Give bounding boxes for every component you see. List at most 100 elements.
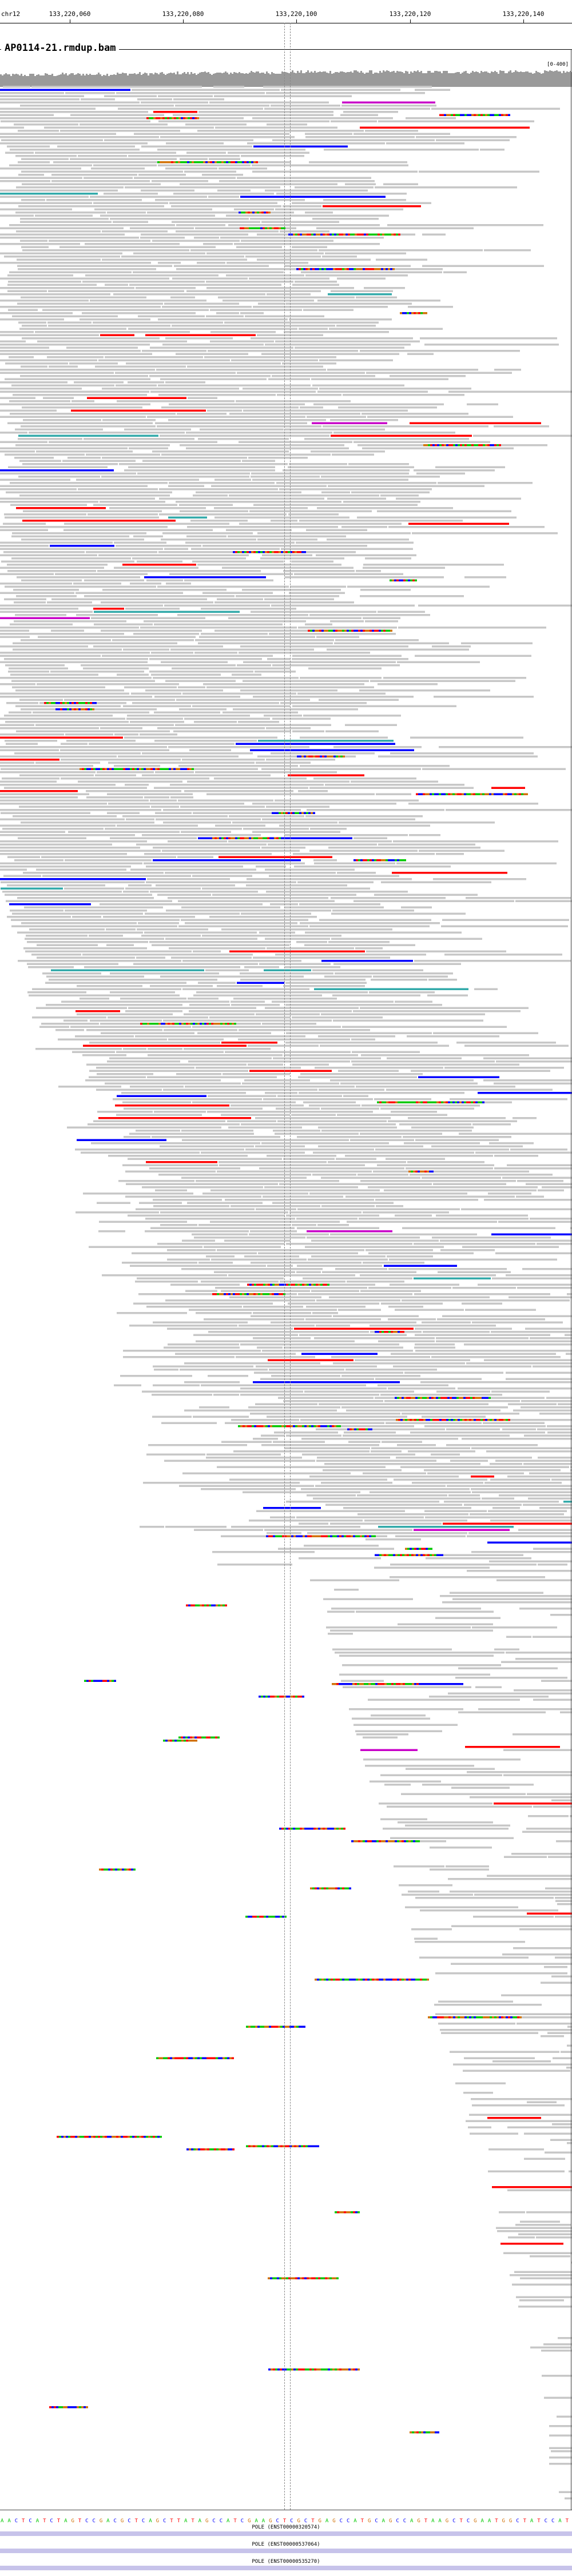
mismatch-base xyxy=(170,1740,172,1742)
mismatch-base xyxy=(311,755,313,757)
reference-base: G xyxy=(509,2518,512,2524)
read xyxy=(5,894,152,896)
mismatch-base xyxy=(172,1023,174,1025)
read xyxy=(555,1900,572,1902)
gene-track-row[interactable]: POLE (ENST00000537064) xyxy=(0,2542,572,2559)
mismatch-base xyxy=(324,755,327,757)
read xyxy=(120,1375,192,1377)
read xyxy=(0,636,30,638)
read xyxy=(296,541,414,544)
read xyxy=(438,2023,515,2025)
gene-track-row[interactable]: POLE (ENST00000535270) xyxy=(0,2559,572,2576)
ruler[interactable]: chr12 133,220,060 133,220,080 133,220,10… xyxy=(0,0,572,23)
read xyxy=(335,1652,505,1654)
read xyxy=(283,469,410,472)
mismatch-base xyxy=(247,1425,249,1427)
mismatch-base xyxy=(446,1419,448,1421)
mismatch-base xyxy=(483,114,485,116)
read xyxy=(307,416,366,418)
read xyxy=(0,608,78,610)
read xyxy=(117,400,235,402)
mismatch-base xyxy=(234,1023,236,1025)
coverage-bar xyxy=(223,73,225,87)
alignment-reads-panel[interactable] xyxy=(0,86,572,2510)
read xyxy=(450,1098,567,1100)
mismatch-base xyxy=(478,444,480,446)
gene-feature-bar[interactable] xyxy=(0,2566,572,2570)
read xyxy=(357,1494,447,1497)
ruler-tick-label: 133,220,080 xyxy=(162,10,204,18)
read xyxy=(98,1117,251,1119)
read xyxy=(377,510,511,512)
read xyxy=(0,824,116,827)
ruler-tick-label: 133,220,060 xyxy=(49,10,91,18)
mismatch-base xyxy=(450,1101,452,1103)
mismatch-base xyxy=(200,2148,202,2151)
read xyxy=(533,1698,572,1701)
read xyxy=(347,1281,404,1283)
mismatch-base xyxy=(219,2148,221,2151)
read xyxy=(228,840,392,843)
mismatch-base xyxy=(140,1023,142,1025)
read xyxy=(3,86,30,88)
coverage-bar xyxy=(347,72,348,87)
read xyxy=(269,633,396,635)
mismatch-base xyxy=(464,2016,467,2019)
mismatch-base xyxy=(202,2148,205,2151)
read xyxy=(256,1510,405,1512)
mismatch-base xyxy=(404,1840,406,1843)
read xyxy=(213,1394,239,1396)
coverage-track[interactable] xyxy=(0,64,572,87)
coverage-bar xyxy=(122,73,124,87)
read xyxy=(299,520,463,522)
read xyxy=(400,1466,569,1468)
mismatch-base xyxy=(309,1283,311,1286)
mismatch-base xyxy=(457,1101,459,1103)
coverage-bar xyxy=(328,73,329,87)
read xyxy=(326,1626,471,1629)
mismatch-base xyxy=(418,1979,420,1981)
read xyxy=(0,133,116,135)
track-title[interactable]: AP0114-21.rmdup.bam xyxy=(1,42,120,54)
read xyxy=(122,1164,218,1166)
read xyxy=(0,759,59,761)
mismatch-base xyxy=(276,551,279,553)
mismatch-base xyxy=(464,444,467,446)
read xyxy=(263,86,432,88)
mismatch-base xyxy=(503,114,506,116)
read xyxy=(362,413,468,415)
gene-track-row[interactable]: POLE (ENST00000320574) xyxy=(0,2525,572,2542)
mismatch-base xyxy=(446,793,448,795)
read xyxy=(557,2415,572,2418)
coverage-bar xyxy=(290,72,292,87)
coverage-bar xyxy=(541,74,542,87)
mismatch-base xyxy=(462,1101,464,1103)
mismatch-base xyxy=(190,1740,193,1742)
mismatch-base xyxy=(80,768,82,770)
mismatch-base xyxy=(130,768,132,770)
read xyxy=(206,1457,302,1459)
mismatch-base xyxy=(62,702,65,704)
read xyxy=(126,1183,278,1185)
mismatch-base xyxy=(165,2057,168,2059)
read xyxy=(253,145,348,147)
reference-base: C xyxy=(551,2518,554,2524)
mismatch-base xyxy=(77,2406,79,2408)
read xyxy=(16,230,101,233)
read xyxy=(55,573,148,575)
read xyxy=(193,495,228,497)
mismatch-base xyxy=(423,1548,426,1550)
gene-feature-bar[interactable] xyxy=(0,2531,572,2536)
mismatch-base xyxy=(255,2025,257,2028)
mismatch-base xyxy=(496,114,499,116)
read xyxy=(328,293,392,296)
mismatch-base xyxy=(242,227,244,229)
mismatch-base xyxy=(416,2431,419,2434)
read xyxy=(136,843,267,846)
mismatch-base xyxy=(316,1828,318,1830)
mismatch-base xyxy=(305,268,308,270)
mismatch-base xyxy=(240,551,242,553)
mismatch-base xyxy=(265,837,267,839)
gene-feature-bar[interactable] xyxy=(0,2549,572,2553)
